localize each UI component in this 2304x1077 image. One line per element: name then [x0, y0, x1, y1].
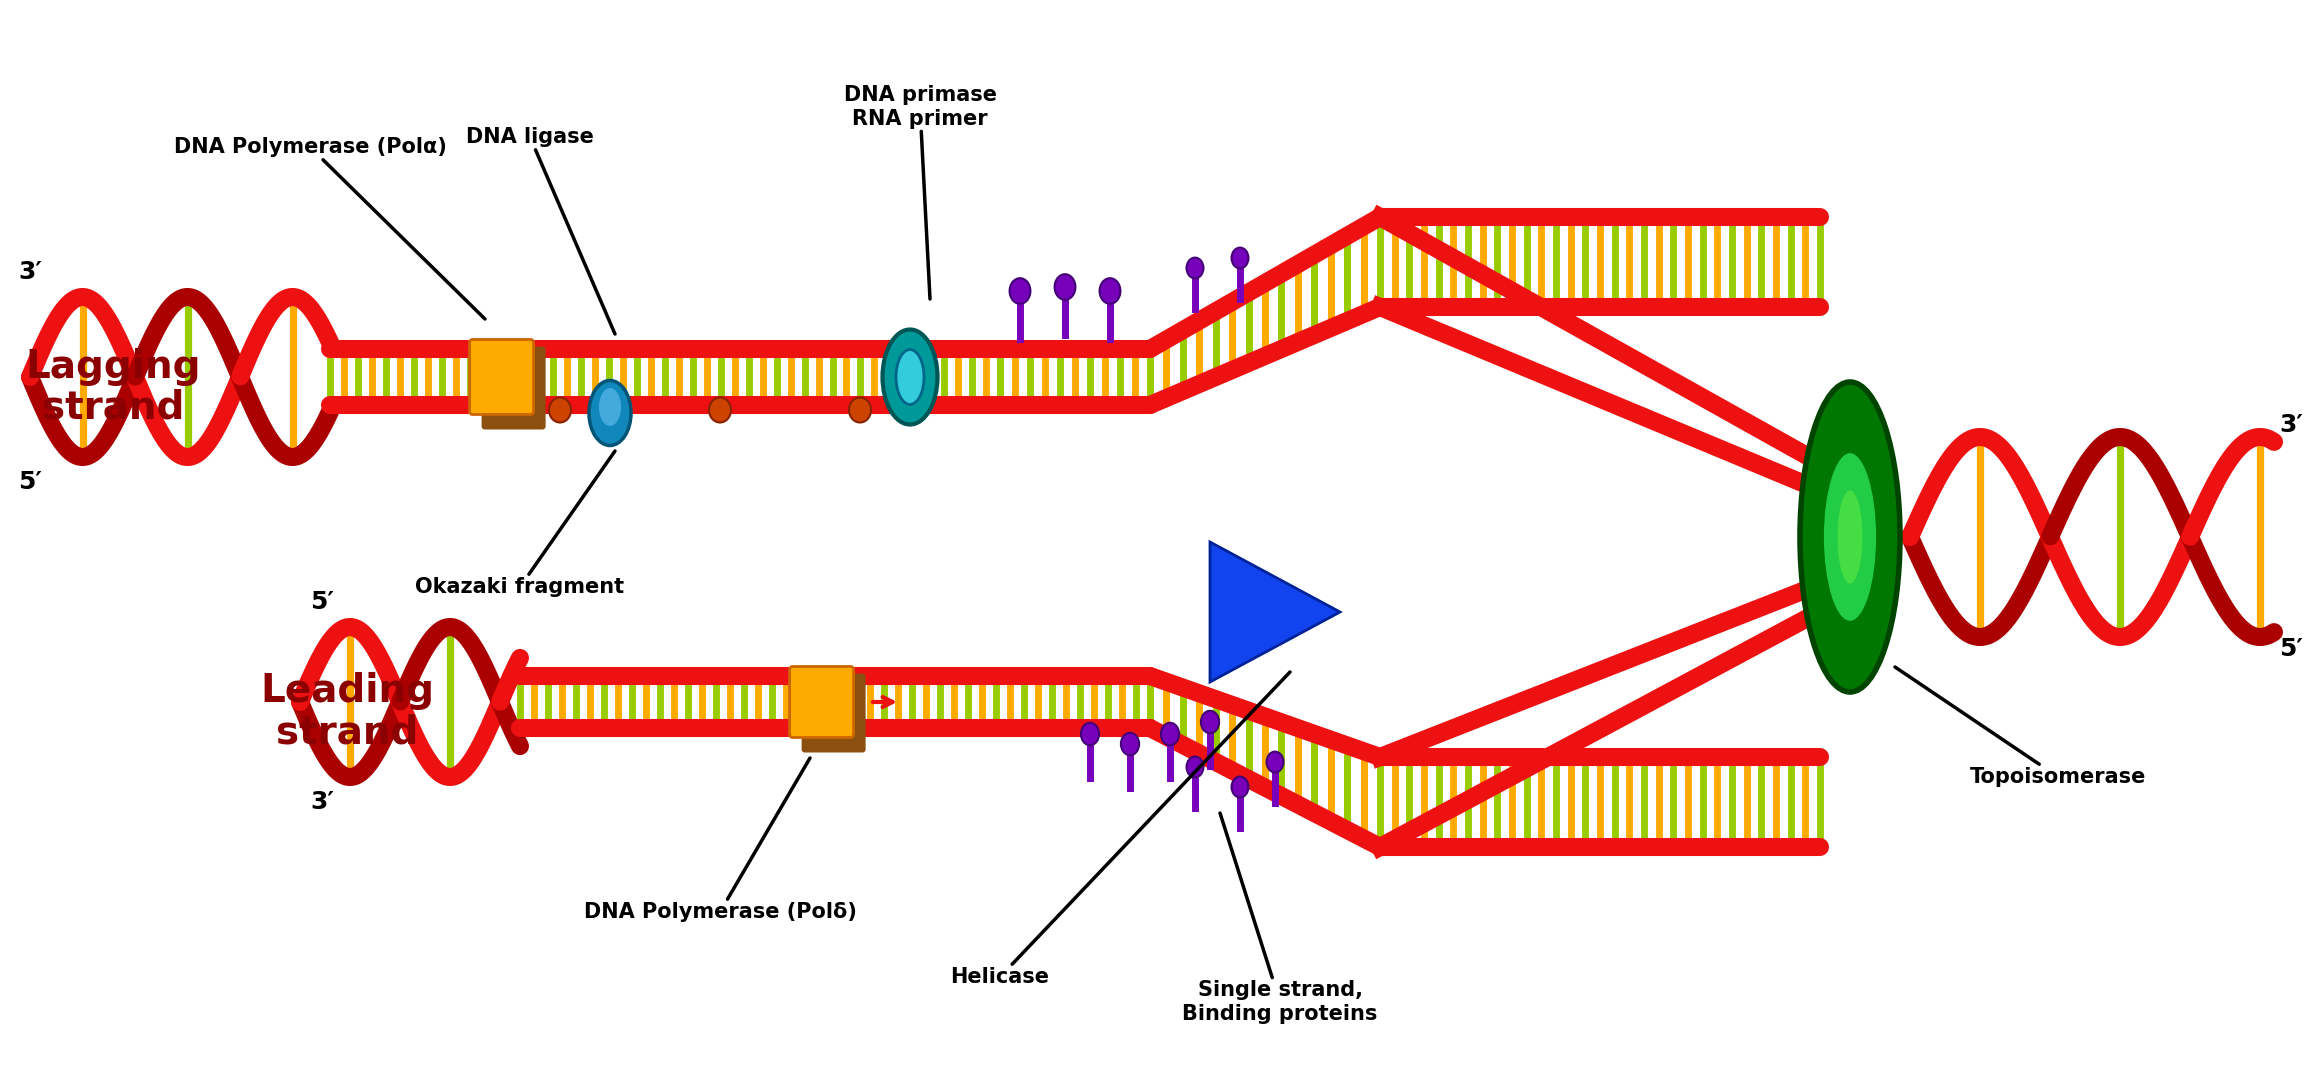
- Text: 3′: 3′: [311, 791, 334, 814]
- Text: DNA ligase: DNA ligase: [465, 127, 615, 334]
- Text: DNA primase
RNA primer: DNA primase RNA primer: [843, 85, 998, 299]
- Ellipse shape: [599, 388, 622, 426]
- Text: Okazaki fragment: Okazaki fragment: [415, 451, 624, 597]
- Text: Helicase: Helicase: [952, 672, 1290, 987]
- FancyBboxPatch shape: [470, 339, 535, 415]
- Ellipse shape: [1009, 278, 1030, 304]
- Ellipse shape: [1200, 711, 1219, 733]
- Ellipse shape: [1161, 723, 1180, 745]
- Ellipse shape: [1099, 278, 1120, 304]
- Text: Lagging
strand: Lagging strand: [25, 348, 200, 426]
- Text: Single strand,
Binding proteins: Single strand, Binding proteins: [1182, 813, 1378, 1023]
- Text: Leading
strand: Leading strand: [260, 672, 433, 752]
- Text: 5′: 5′: [2279, 637, 2304, 661]
- Ellipse shape: [1055, 275, 1076, 299]
- Ellipse shape: [1187, 257, 1203, 278]
- Ellipse shape: [1233, 777, 1249, 797]
- Text: 3′: 3′: [2279, 412, 2304, 437]
- Ellipse shape: [1267, 752, 1283, 772]
- Ellipse shape: [848, 397, 871, 422]
- Ellipse shape: [882, 330, 938, 424]
- FancyBboxPatch shape: [790, 667, 852, 738]
- Ellipse shape: [1122, 732, 1138, 755]
- Ellipse shape: [1822, 451, 1878, 623]
- FancyBboxPatch shape: [482, 347, 546, 430]
- Ellipse shape: [1799, 382, 1901, 693]
- Text: DNA Polymerase (Polα): DNA Polymerase (Polα): [173, 137, 486, 319]
- Text: Topoisomerase: Topoisomerase: [1894, 667, 2147, 787]
- Text: 3′: 3′: [18, 260, 41, 284]
- Polygon shape: [1210, 542, 1341, 682]
- Ellipse shape: [896, 350, 924, 405]
- Ellipse shape: [710, 397, 730, 422]
- Ellipse shape: [590, 380, 631, 446]
- Text: 5′: 5′: [311, 590, 334, 614]
- Ellipse shape: [1187, 757, 1203, 778]
- Ellipse shape: [1081, 723, 1099, 745]
- Ellipse shape: [548, 397, 571, 422]
- Ellipse shape: [1233, 248, 1249, 268]
- Ellipse shape: [1839, 490, 1862, 584]
- FancyBboxPatch shape: [802, 673, 866, 753]
- Text: 5′: 5′: [18, 470, 41, 494]
- Text: DNA Polymerase (Polδ): DNA Polymerase (Polδ): [583, 758, 857, 922]
